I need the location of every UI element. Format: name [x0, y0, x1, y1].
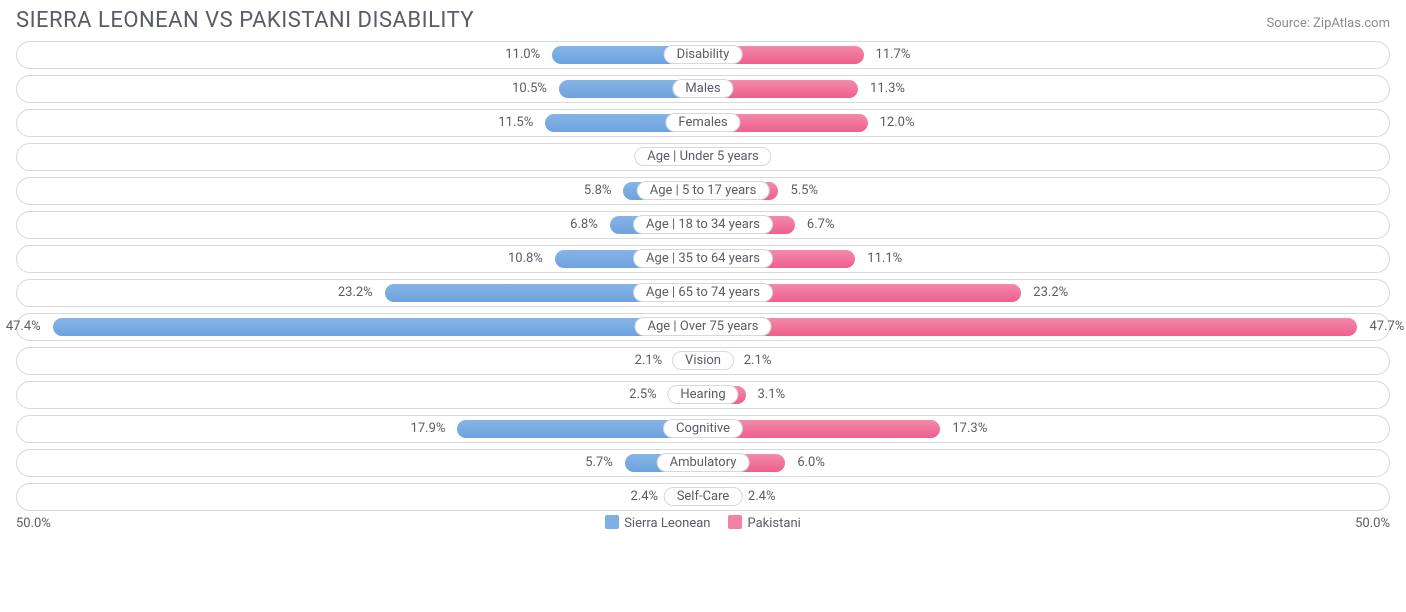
value-left: 2.1%	[635, 353, 663, 368]
row-right-half: 3.1%	[703, 382, 1389, 408]
row-right-half: 2.1%	[703, 348, 1389, 374]
row-right-half: 47.7%	[703, 314, 1389, 340]
value-right: 3.1%	[758, 387, 786, 402]
value-right: 11.3%	[870, 81, 905, 96]
row-category: Cognitive	[663, 419, 743, 438]
chart-row: 2.1% 2.1% Vision	[16, 347, 1390, 375]
value-right: 11.1%	[867, 251, 902, 266]
value-right: 11.7%	[876, 47, 911, 62]
bar-left	[53, 318, 703, 336]
row-category: Ambulatory	[657, 453, 750, 472]
row-right-half: 2.4%	[703, 484, 1389, 510]
row-category: Vision	[672, 351, 734, 370]
value-right: 2.4%	[748, 489, 776, 504]
legend-item-right: Pakistani	[728, 515, 800, 531]
value-right: 23.2%	[1033, 285, 1068, 300]
value-left: 10.5%	[512, 81, 547, 96]
row-left-half: 11.5%	[17, 110, 703, 136]
value-right: 5.5%	[790, 183, 818, 198]
chart-row: 2.5% 3.1% Hearing	[16, 381, 1390, 409]
axis-right-label: 50.0%	[1355, 516, 1390, 531]
value-right: 6.7%	[807, 217, 835, 232]
value-left: 11.0%	[505, 47, 540, 62]
row-category: Hearing	[667, 385, 738, 404]
value-left: 23.2%	[338, 285, 373, 300]
chart-row: 10.5% 11.3% Males	[16, 75, 1390, 103]
chart-title: SIERRA LEONEAN VS PAKISTANI DISABILITY	[16, 8, 474, 33]
chart-row: 23.2% 23.2% Age | 65 to 74 years	[16, 279, 1390, 307]
row-left-half: 2.5%	[17, 382, 703, 408]
chart-legend: 50.0% Sierra Leonean Pakistani 50.0%	[16, 515, 1390, 531]
row-left-half: 5.8%	[17, 178, 703, 204]
value-right: 17.3%	[952, 421, 987, 436]
row-category: Self-Care	[664, 487, 743, 506]
chart-row: 6.8% 6.7% Age | 18 to 34 years	[16, 211, 1390, 239]
value-right: 12.0%	[880, 115, 915, 130]
row-right-half: 11.7%	[703, 42, 1389, 68]
value-left: 47.4%	[6, 319, 41, 334]
row-left-half: 2.1%	[17, 348, 703, 374]
row-left-half: 47.4%	[17, 314, 703, 340]
value-left: 5.7%	[585, 455, 613, 470]
row-right-half: 6.0%	[703, 450, 1389, 476]
row-category: Age | 65 to 74 years	[633, 283, 773, 302]
value-left: 5.8%	[584, 183, 612, 198]
row-left-half: 2.4%	[17, 484, 703, 510]
legend-label-left: Sierra Leonean	[624, 516, 710, 531]
chart-header: SIERRA LEONEAN VS PAKISTANI DISABILITY S…	[16, 8, 1390, 33]
row-left-half: 6.8%	[17, 212, 703, 238]
row-left-half: 11.0%	[17, 42, 703, 68]
value-left: 11.5%	[498, 115, 533, 130]
legend-swatch-right	[728, 515, 742, 529]
row-right-half: 6.7%	[703, 212, 1389, 238]
legend-center: Sierra Leonean Pakistani	[605, 515, 801, 531]
chart-source: Source: ZipAtlas.com	[1266, 16, 1390, 31]
chart-row: 47.4%47.7%Age | Over 75 years	[16, 313, 1390, 341]
row-category: Age | 35 to 64 years	[633, 249, 773, 268]
row-left-half: 10.8%	[17, 246, 703, 272]
row-left-half: 1.2%	[17, 144, 703, 170]
value-right: 2.1%	[744, 353, 772, 368]
row-category: Disability	[664, 45, 743, 64]
chart-row: 11.0% 11.7% Disability	[16, 41, 1390, 69]
chart-row: 10.8% 11.1% Age | 35 to 64 years	[16, 245, 1390, 273]
value-left: 10.8%	[508, 251, 543, 266]
chart-rows: 11.0% 11.7% Disability 10.5% 11.3% Males 11.5%…	[16, 41, 1390, 511]
row-category: Age | 5 to 17 years	[637, 181, 770, 200]
row-left-half: 17.9%	[17, 416, 703, 442]
legend-swatch-left	[605, 515, 619, 529]
row-category: Females	[665, 113, 740, 132]
row-right-half: 5.5%	[703, 178, 1389, 204]
bar-right	[703, 318, 1357, 336]
legend-label-right: Pakistani	[747, 516, 800, 531]
value-left: 6.8%	[570, 217, 598, 232]
row-right-half: 12.0%	[703, 110, 1389, 136]
chart-row: 2.4% 2.4% Self-Care	[16, 483, 1390, 511]
value-right: 47.7%	[1369, 319, 1404, 334]
row-category: Age | Over 75 years	[635, 317, 772, 336]
row-left-half: 5.7%	[17, 450, 703, 476]
row-right-half: 23.2%	[703, 280, 1389, 306]
chart-row: 1.2%1.3%Age | Under 5 years	[16, 143, 1390, 171]
axis-left-label: 50.0%	[16, 516, 51, 531]
value-left: 17.9%	[411, 421, 446, 436]
chart-row: 5.8% 5.5% Age | 5 to 17 years	[16, 177, 1390, 205]
value-right: 6.0%	[797, 455, 825, 470]
row-right-half: 11.3%	[703, 76, 1389, 102]
row-right-half: 1.3%	[703, 144, 1389, 170]
value-left: 2.4%	[631, 489, 659, 504]
chart-row: 11.5% 12.0% Females	[16, 109, 1390, 137]
row-right-half: 17.3%	[703, 416, 1389, 442]
chart-row: 5.7% 6.0% Ambulatory	[16, 449, 1390, 477]
row-category: Males	[672, 79, 733, 98]
legend-item-left: Sierra Leonean	[605, 515, 710, 531]
row-category: Age | Under 5 years	[634, 147, 771, 166]
row-right-half: 11.1%	[703, 246, 1389, 272]
row-category: Age | 18 to 34 years	[633, 215, 773, 234]
chart-row: 17.9% 17.3% Cognitive	[16, 415, 1390, 443]
row-left-half: 23.2%	[17, 280, 703, 306]
value-left: 2.5%	[629, 387, 657, 402]
row-left-half: 10.5%	[17, 76, 703, 102]
